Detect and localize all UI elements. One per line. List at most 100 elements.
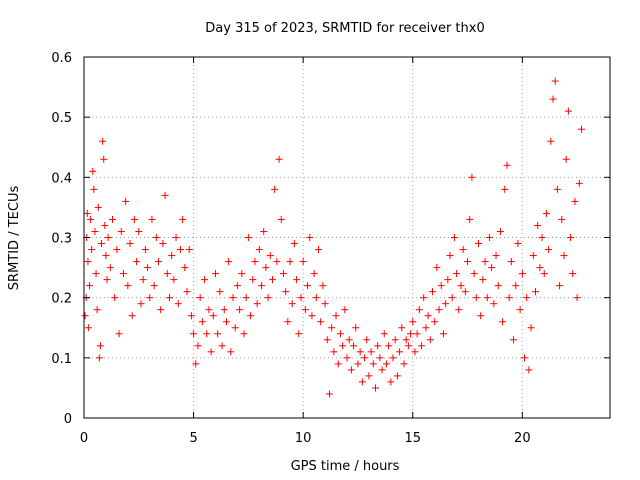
data-point-marker xyxy=(222,318,230,326)
data-point-marker xyxy=(488,264,496,272)
y-axis-label: SRMTID / TECUs xyxy=(7,186,22,291)
data-point-marker xyxy=(426,336,434,344)
data-point-marker xyxy=(83,209,91,217)
data-point-marker xyxy=(378,366,386,374)
data-point-marker xyxy=(431,318,439,326)
data-point-marker xyxy=(299,258,307,266)
data-point-marker xyxy=(212,270,219,278)
data-point-marker xyxy=(264,294,272,302)
data-point-marker xyxy=(365,372,373,380)
data-point-marker xyxy=(301,306,309,314)
data-point-marker xyxy=(310,270,318,278)
data-point-marker xyxy=(323,336,331,344)
data-point-marker xyxy=(92,270,100,278)
data-point-marker xyxy=(336,330,344,338)
data-point-marker xyxy=(96,342,104,350)
data-point-marker xyxy=(479,276,487,284)
data-point-marker xyxy=(262,264,270,272)
data-point-marker xyxy=(531,288,539,296)
data-point-marker xyxy=(332,312,340,320)
data-point-marker xyxy=(328,324,336,332)
data-point-marker xyxy=(312,294,320,302)
data-point-marker xyxy=(155,258,163,266)
data-point-marker xyxy=(94,203,102,211)
data-point-marker xyxy=(172,234,180,241)
data-point-marker xyxy=(380,330,388,338)
data-point-marker xyxy=(413,330,421,338)
data-point-marker xyxy=(444,276,452,284)
data-point-marker xyxy=(492,252,500,260)
data-point-marker xyxy=(361,354,369,362)
data-point-marker xyxy=(483,294,491,302)
data-point-marker xyxy=(330,348,338,356)
data-point-marker xyxy=(569,270,577,278)
data-point-marker xyxy=(233,282,241,290)
data-point-marker xyxy=(485,234,493,241)
data-point-marker xyxy=(91,227,99,235)
data-point-marker xyxy=(124,282,132,290)
data-point-marker xyxy=(371,384,379,392)
data-point-marker xyxy=(551,77,559,85)
data-point-marker xyxy=(422,324,430,332)
axis-ticks: 0 0.1 0.2 0.3 0.4 0.5 0.6 0 5 10 15 20 xyxy=(51,51,610,446)
data-point-marker xyxy=(393,372,401,380)
data-point-marker xyxy=(457,282,465,290)
data-point-marker xyxy=(494,282,502,290)
data-point-marker xyxy=(553,185,561,193)
data-point-marker xyxy=(420,294,428,302)
data-point-marker xyxy=(104,234,112,241)
data-point-marker xyxy=(499,318,507,326)
data-point-marker xyxy=(525,366,533,374)
data-point-marker xyxy=(461,288,469,296)
data-point-marker xyxy=(363,336,371,344)
data-point-marker xyxy=(244,234,252,241)
data-point-marker xyxy=(84,324,92,332)
data-point-marker xyxy=(159,240,167,248)
data-point-marker xyxy=(536,264,544,272)
data-point-marker xyxy=(293,276,301,284)
data-point-marker xyxy=(319,282,327,290)
data-point-marker xyxy=(101,221,109,229)
data-point-marker xyxy=(236,306,244,314)
data-point-marker xyxy=(207,348,215,356)
data-point-marker xyxy=(89,167,97,175)
data-point-marker xyxy=(275,155,283,163)
y-tick-label: 0.2 xyxy=(51,292,72,307)
data-point-marker xyxy=(198,318,206,326)
data-point-marker xyxy=(108,215,116,223)
data-point-marker xyxy=(240,330,248,338)
y-tick-label: 0.5 xyxy=(51,111,72,126)
data-point-marker xyxy=(122,197,130,205)
x-tick-label: 20 xyxy=(514,431,531,446)
data-point-marker xyxy=(103,276,111,284)
data-point-marker xyxy=(179,215,187,223)
data-point-marker xyxy=(374,342,382,350)
data-point-marker xyxy=(317,318,325,326)
data-point-marker xyxy=(516,306,524,314)
data-point-marker xyxy=(510,336,518,344)
data-point-marker xyxy=(187,312,195,320)
data-point-marker xyxy=(350,342,358,350)
data-point-marker xyxy=(507,258,515,266)
x-tick-label: 15 xyxy=(404,431,421,446)
data-point-marker xyxy=(402,336,410,344)
data-point-marker xyxy=(382,360,390,368)
data-point-marker xyxy=(343,354,351,362)
data-point-marker xyxy=(435,306,443,314)
data-point-marker xyxy=(214,330,222,338)
data-point-marker xyxy=(437,282,445,290)
data-point-marker xyxy=(341,306,349,314)
y-tick-label: 0.6 xyxy=(51,51,72,66)
data-point-marker xyxy=(496,227,504,235)
x-tick-label: 5 xyxy=(189,431,197,446)
data-point-marker xyxy=(249,276,257,284)
data-point-marker xyxy=(567,234,575,241)
data-point-marker xyxy=(168,252,176,260)
data-point-marker xyxy=(268,276,276,284)
data-point-marker xyxy=(442,300,450,308)
data-point-marker xyxy=(150,282,158,290)
data-point-marker xyxy=(564,107,572,115)
data-point-marker xyxy=(203,330,211,338)
data-point-marker xyxy=(218,342,226,350)
data-point-marker xyxy=(148,215,156,223)
